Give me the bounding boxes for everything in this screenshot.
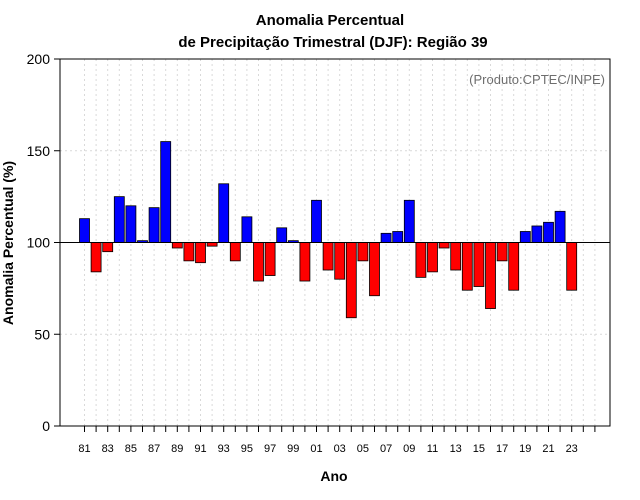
- bar-2000: [299, 242, 311, 282]
- credit-label: (Produto:CPTEC/INPE): [469, 72, 605, 87]
- bar-1984: [113, 196, 125, 243]
- bar-2015: [473, 242, 485, 287]
- bar-1990: [183, 242, 195, 262]
- bar-2008: [392, 231, 404, 243]
- bar-2019: [519, 231, 531, 243]
- x-tick-label: 99: [287, 443, 299, 455]
- y-tick-label: 100: [27, 235, 51, 251]
- bar-2023: [566, 242, 578, 291]
- bar-2022: [554, 210, 566, 243]
- chart-title-line1: Anomalia Percentual: [256, 12, 404, 29]
- bar-2001: [311, 199, 322, 243]
- bar-2018: [508, 242, 520, 291]
- bar-2016: [485, 242, 496, 309]
- x-tick-label: 87: [148, 443, 160, 455]
- bar-1995: [241, 216, 253, 243]
- x-tick-label: 13: [450, 443, 462, 455]
- bar-1992: [206, 242, 218, 247]
- x-tick-label: 23: [566, 443, 578, 455]
- x-tick-label: 11: [427, 443, 438, 455]
- bar-1997: [264, 242, 276, 276]
- bar-2005: [357, 242, 369, 262]
- bar-2010: [415, 242, 427, 278]
- x-tick-label: 83: [102, 443, 114, 455]
- x-tick-label: 89: [171, 443, 183, 455]
- bar-2007: [380, 232, 392, 243]
- x-tick-label: 97: [264, 443, 276, 455]
- bar-1982: [90, 242, 102, 273]
- x-axis-title: Ano: [320, 468, 347, 484]
- bar-1998: [276, 227, 288, 243]
- x-tick-label: 19: [519, 443, 531, 455]
- bar-2003: [334, 242, 346, 280]
- bar-1996: [253, 242, 264, 282]
- bar-2012: [438, 242, 450, 249]
- bar-1981: [79, 218, 90, 243]
- chart-title-line2: de Precipitação Trimestral (DJF): Região…: [178, 34, 487, 51]
- x-tick-label: 21: [542, 443, 554, 455]
- x-tick-label: 07: [380, 443, 392, 455]
- x-tick-label: 09: [403, 443, 415, 455]
- bar-1993: [218, 183, 230, 243]
- y-axis-title: Anomalia Percentual (%): [0, 161, 16, 325]
- y-tick-label: 50: [34, 326, 50, 342]
- bar-2002: [322, 242, 334, 271]
- bar-1989: [171, 242, 183, 249]
- bar-2020: [531, 225, 543, 243]
- bar-2014: [461, 242, 473, 291]
- y-tick-label: 200: [27, 51, 51, 67]
- bar-1988: [160, 141, 172, 243]
- bar-2009: [403, 199, 415, 243]
- bar-2021: [543, 221, 554, 243]
- y-tick-label: 0: [42, 418, 50, 434]
- x-tick-label: 93: [218, 443, 230, 455]
- bar-2011: [427, 242, 438, 273]
- x-tick-label: 17: [496, 443, 508, 455]
- bar-1994: [229, 242, 241, 262]
- bars: [79, 141, 578, 319]
- x-tick-label: 81: [78, 443, 90, 455]
- bar-2013: [450, 242, 462, 271]
- bar-1987: [148, 207, 160, 243]
- x-tick-label: 95: [241, 443, 253, 455]
- x-tick-label: 91: [194, 443, 206, 455]
- y-axis: 0 50 100 150 200: [27, 51, 60, 434]
- x-tick-label: 01: [310, 443, 322, 455]
- y-tick-label: 150: [27, 143, 51, 159]
- x-tick-label: 85: [125, 443, 137, 455]
- x-tick-label: 03: [334, 443, 346, 455]
- bar-2017: [496, 242, 508, 262]
- x-axis: 81 83 85 87 89 91 93 95 97 99 01 03 05 07 09 11 13 15 17 19…: [78, 426, 596, 455]
- bar-1983: [102, 242, 114, 253]
- x-tick-label: 15: [473, 443, 485, 455]
- bar-1985: [125, 205, 137, 243]
- x-tick-label: 05: [357, 443, 369, 455]
- bar-2006: [369, 242, 380, 297]
- bar-1991: [195, 242, 206, 264]
- bar-2004: [345, 242, 357, 319]
